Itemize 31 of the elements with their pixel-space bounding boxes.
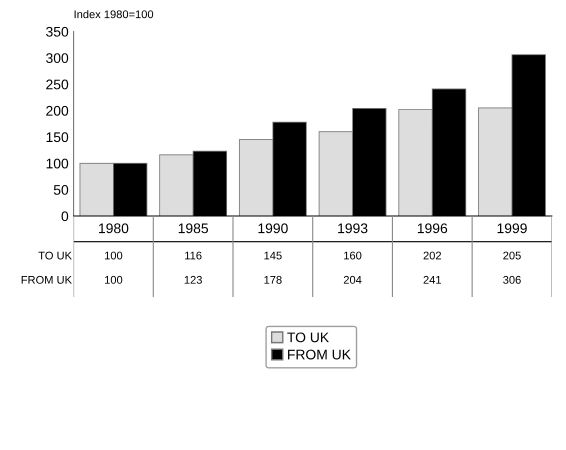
- data-label: 178: [264, 276, 282, 284]
- data-label: 306: [503, 276, 521, 284]
- chart-title: Index 1980=100: [74, 10, 154, 18]
- y-tick-label: 100: [46, 158, 68, 168]
- data-label: 205: [503, 252, 521, 260]
- y-tick-label: 350: [46, 26, 68, 37]
- data-label: 204: [344, 276, 362, 284]
- y-tick-label: 300: [46, 53, 68, 64]
- data-label: 160: [344, 252, 362, 260]
- x-tick-label: 1996: [418, 223, 448, 234]
- data-label: 100: [105, 252, 122, 260]
- y-tick-label: 200: [46, 106, 68, 116]
- x-tick-label: 1985: [178, 223, 208, 234]
- y-tick-label: 150: [46, 132, 68, 142]
- x-tick-label: 1980: [99, 223, 128, 234]
- data-label: 100: [105, 276, 122, 284]
- x-tick-label: 1993: [338, 223, 368, 234]
- y-tick-label: 0: [62, 211, 68, 222]
- data-label: 123: [184, 276, 202, 284]
- y-tick-label: 50: [54, 184, 68, 195]
- data-label: 145: [264, 252, 282, 260]
- text: TO UK: [38, 252, 72, 260]
- data-label: 202: [424, 252, 441, 260]
- text: FROM UK: [22, 276, 72, 284]
- y-tick-label: 250: [46, 80, 68, 90]
- legend-label: TO UK: [287, 332, 329, 342]
- x-tick-label: 1990: [258, 223, 288, 234]
- data-label: 241: [424, 276, 442, 284]
- x-tick-label: 1999: [498, 223, 527, 234]
- data-label: 116: [185, 252, 202, 260]
- legend-label: FROM UK: [288, 350, 351, 360]
